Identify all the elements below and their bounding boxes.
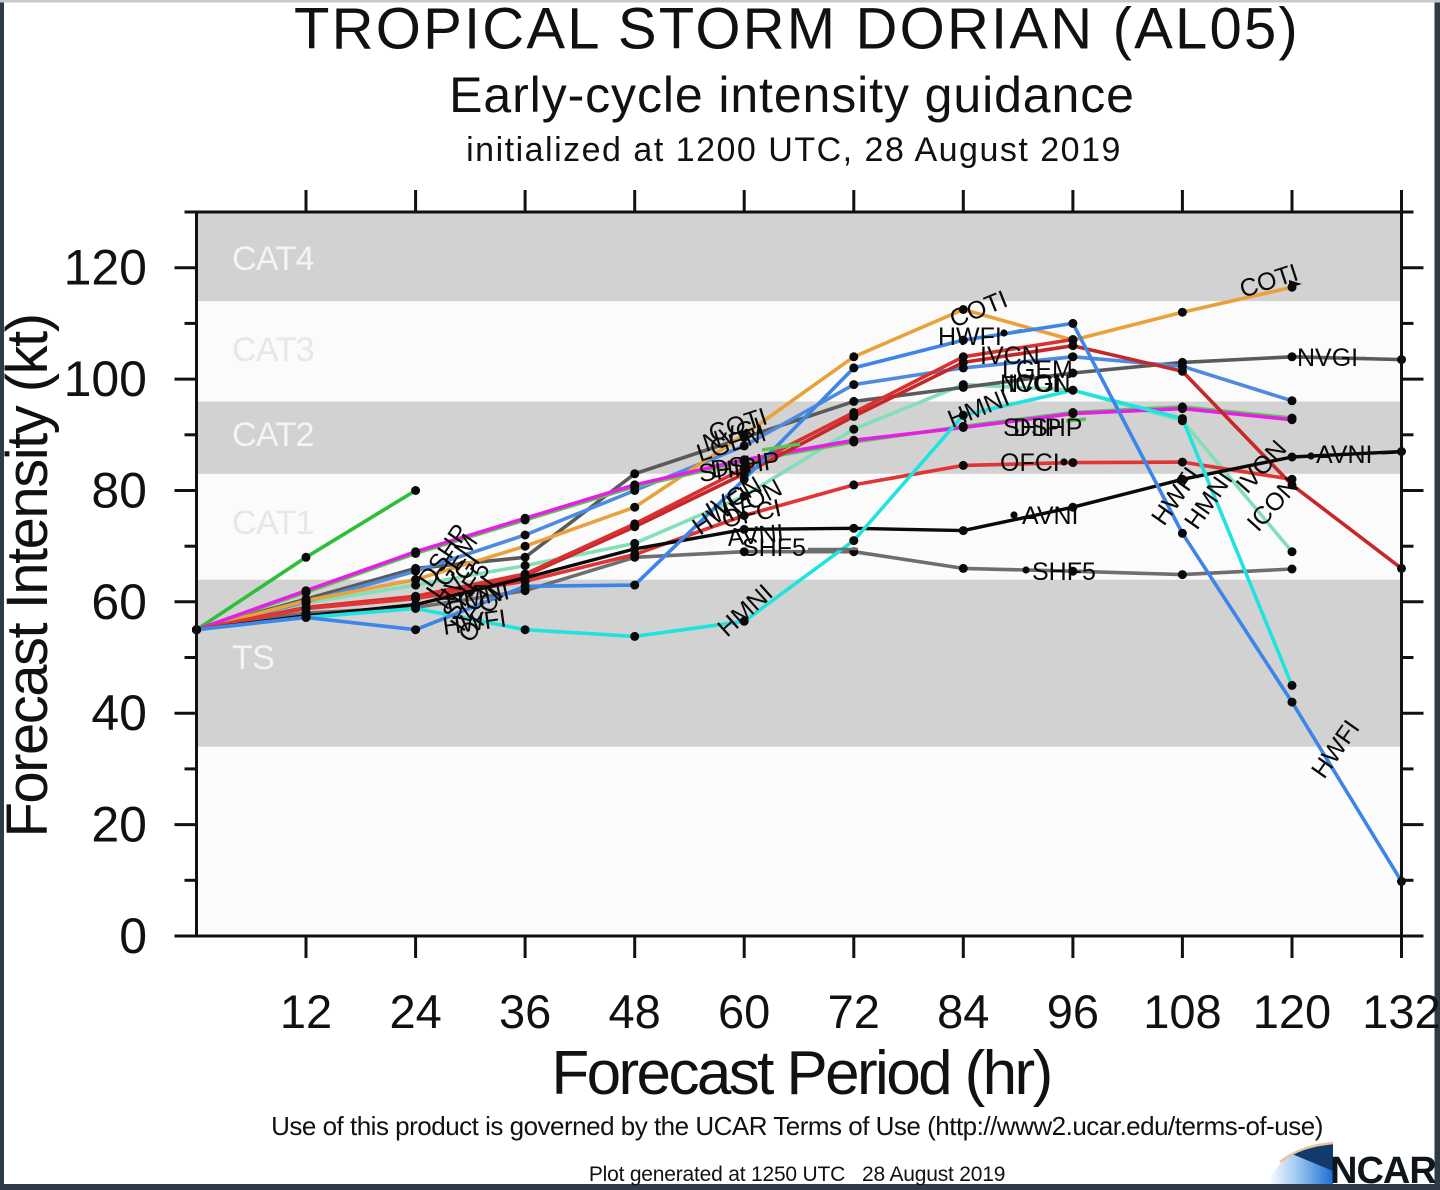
svg-text:Plot generated at 1250 UTC 2: Plot generated at 1250 UTC 28 August 201… [589,1163,1005,1186]
svg-text:CAT1: CAT1 [232,504,314,542]
svg-text:12: 12 [280,985,332,1038]
svg-text:120: 120 [64,240,147,296]
svg-text:ICON: ICON [1008,370,1071,398]
svg-text:48: 48 [609,985,661,1038]
svg-text:NCAR: NCAR [1330,1150,1436,1190]
svg-text:CAT2: CAT2 [232,416,314,454]
svg-text:Use of this product is governe: Use of this product is governed by the U… [271,1111,1323,1141]
svg-text:72: 72 [828,985,880,1038]
svg-text:24: 24 [389,985,441,1038]
svg-text:40: 40 [91,685,147,741]
svg-text:NVGI: NVGI [1297,344,1358,372]
svg-text:100: 100 [64,351,147,407]
svg-text:96: 96 [1047,985,1099,1038]
svg-text:HWFI: HWFI [938,323,1002,351]
svg-text:OFCI: OFCI [1000,449,1060,477]
svg-text:AVNI: AVNI [1022,502,1079,530]
svg-text:Forecast Intensity (kt): Forecast Intensity (kt) [0,314,60,837]
svg-text:TROPICAL STORM DORIAN (AL05): TROPICAL STORM DORIAN (AL05) [294,0,1300,62]
svg-text:84: 84 [937,985,989,1038]
svg-text:AVNI: AVNI [1316,441,1373,469]
svg-text:LGEM: LGEM [1002,356,1073,384]
svg-text:36: 36 [499,985,551,1038]
svg-text:Forecast Period (hr): Forecast Period (hr) [551,1039,1050,1108]
svg-text:60: 60 [718,985,770,1038]
svg-text:initialized at 1200 UTC, 28 Au: initialized at 1200 UTC, 28 August 2019 [466,131,1122,169]
svg-text:TS: TS [232,639,274,677]
svg-text:CAT4: CAT4 [232,240,314,278]
svg-text:108: 108 [1143,985,1221,1038]
svg-text:60: 60 [91,574,147,630]
svg-text:AVNI: AVNI [726,519,785,552]
svg-text:IVCN: IVCN [980,342,1040,370]
svg-text:DSHP: DSHP [1013,414,1082,442]
svg-text:SHF5: SHF5 [1032,558,1096,586]
svg-text:20: 20 [91,797,147,853]
svg-text:SHF5: SHF5 [742,534,806,562]
svg-text:120: 120 [1253,985,1331,1038]
svg-text:0: 0 [119,908,147,964]
svg-text:80: 80 [91,463,147,519]
svg-text:NVGI: NVGI [1000,370,1061,398]
svg-text:CAT3: CAT3 [232,331,314,369]
svg-text:Early-cycle intensity guidance: Early-cycle intensity guidance [449,67,1135,123]
svg-text:132: 132 [1362,985,1440,1038]
svg-text:SHIP: SHIP [1003,414,1061,442]
